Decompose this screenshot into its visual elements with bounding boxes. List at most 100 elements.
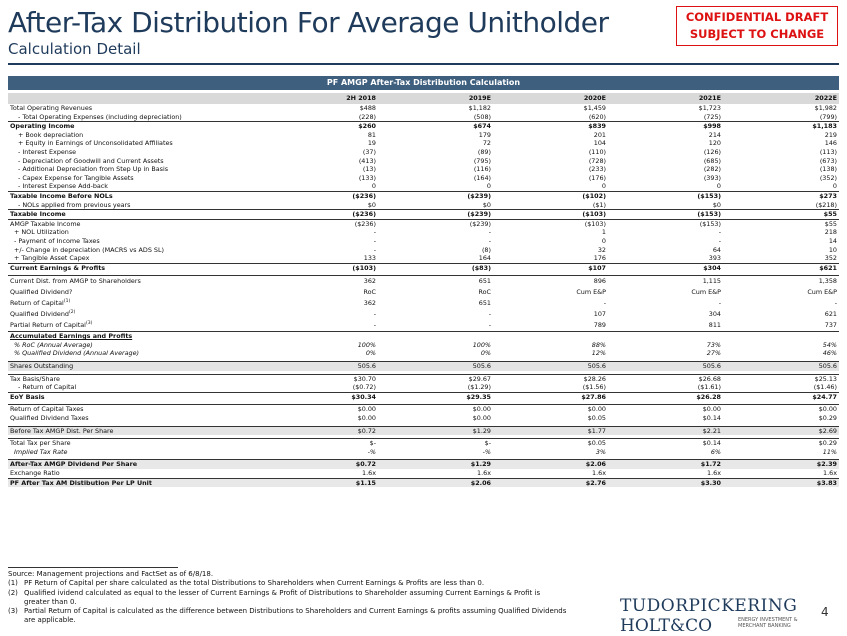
cell-value: 1,358 [723,275,839,288]
cell-value: (37) [362,147,376,156]
column-header: 2019E [378,93,493,104]
table-row: - Return of Capital ($0.72) ($1.29) ($1.56)… [8,383,839,392]
row-label: Shares Outstanding [8,361,263,371]
table-row: % RoC (Annual Average) 100% 100% 88% 73% 54% [8,341,839,350]
cell-value: - [373,236,376,245]
cell-value: 811 [708,321,721,330]
cell-value: $0.00 [263,404,378,415]
footnote-separator [8,567,178,568]
cell-value: $30.70 [263,373,378,384]
table-row: - Total Operating Expenses (including de… [8,113,839,122]
cell-value: 219 [824,130,837,139]
table-row: After-Tax AMGP Dividend Per Share $0.72 $1… [8,459,839,469]
cell-value: ($239) [378,190,493,201]
cell-value: $0 [712,200,721,209]
cell-value: 789 [593,321,606,330]
row-label: Qualified Dividend? [10,288,73,297]
cell-value: $0.72 [263,425,378,436]
cell-value: $273 [723,190,839,201]
cell-value: $24.77 [723,391,839,402]
cell-value: $0.05 [493,438,608,448]
cell-value: ($1.29) [467,383,491,392]
cell-value [378,331,493,341]
cell-value: $0.00 [378,404,493,415]
cell-value: ($102) [493,190,608,201]
table-row: AMGP Taxable Income ($236) ($239) ($103) ($1… [8,218,839,229]
table-row: Current Dist. from AMGP to Shareholders 3… [8,275,839,288]
cell-value: (113) [819,147,837,156]
company-logo: TUDORPICKERING HOLT&CO ENERGY INVESTMENT… [620,596,820,636]
cell-value: $26.68 [608,373,723,384]
row-label: + Book depreciation [18,130,84,139]
table-row: EoY Basis $30.34 $29.35 $27.86 $26.28 $24.77 [8,391,839,402]
cell-value: - [373,245,376,254]
row-label: After-Tax AMGP Dividend Per Share [8,459,263,469]
cell-value: (110) [588,147,606,156]
cell-value: $3.83 [723,477,839,488]
cell-value: 1.6x [477,469,491,477]
cell-value: 46% [822,349,837,358]
cell-value: 362 [363,299,376,308]
cell-value: ($153) [608,190,723,201]
row-label: + NOL Utilization [14,228,69,237]
table-row: Shares Outstanding 505.6 505.6 505.6 505.6 50… [8,361,839,371]
table-row: + Equity in Earnings of Unconsolidated A… [8,139,839,148]
table-row: PF After Tax AM Distibution Per LP Unit $… [8,477,839,488]
cell-value: 19 [367,139,376,148]
row-label: Current Dist. from AMGP to Shareholders [8,275,263,288]
table-row: Current Earnings & Profits ($103) ($83) $10… [8,262,839,273]
cell-value: (233) [588,165,606,174]
table-row: Qualified Dividend? RoC RoC Cum E&P Cum E&P C… [8,287,839,298]
column-header: 2H 2018 [263,93,378,104]
cell-value: (673) [819,156,837,165]
table-row: Return of Capital Taxes $0.00 $0.00 $0.00 $0… [8,404,839,415]
row-label: - Total Operating Expenses (including de… [18,112,182,121]
cell-value: - [488,236,491,245]
row-label: Return of Capital Taxes [8,404,263,415]
cell-value: ($103) [263,262,378,273]
table-row: % Qualified Dividend (Annual Average) 0% 0… [8,349,839,358]
row-label: - Return of Capital [18,383,77,392]
cell-value: ($153) [608,209,723,220]
table-row: Qualified Dividend Taxes $0.00 $0.00 $0.05 $… [8,414,839,423]
cell-value: ($239) [378,218,493,229]
cell-value: Cum E&P [576,288,606,297]
cell-value: $839 [493,121,608,131]
row-label: Qualified Dividend(2) [10,310,76,319]
table-row: - NOLs applied from previous years $0 $0 ($… [8,201,839,210]
cell-value [493,331,608,341]
logo-line-2: HOLT&CO [620,616,713,636]
cell-value: $0.29 [723,438,839,448]
row-label: Taxable Income [8,209,263,220]
row-label: - Depreciation of Goodwill and Current A… [18,156,164,165]
cell-value [608,331,723,341]
table-row: + Book depreciation 81 179 201 214 219 [8,131,839,140]
cell-value: $107 [493,262,608,273]
table-row: Taxable Income ($236) ($239) ($103) ($153) $5… [8,209,839,220]
cell-value: $0.00 [493,404,608,415]
cell-value: ($218) [815,200,837,209]
cell-value: 201 [593,130,606,139]
cell-value: ($1.46) [813,383,837,392]
cell-value: $2.39 [723,459,839,469]
cell-value: - [488,310,491,319]
row-label: Partial Return of Capital(3) [10,321,93,330]
cell-value: $30.34 [263,391,378,402]
cell-value: 505.6 [608,361,723,371]
cell-value: $0.14 [608,438,723,448]
cell-value: ($153) [608,218,723,229]
cell-value: (393) [703,173,721,182]
footnote-1: (1) PF Return of Capital per share calcul… [8,579,485,588]
cell-value: 1.6x [707,469,721,477]
confidential-badge: CONFIDENTIAL DRAFT SUBJECT TO CHANGE [676,6,838,46]
cell-value: $2.06 [493,459,608,469]
cell-value: $1,982 [814,104,837,112]
table-row: Operating Income $260 $674 $839 $998 $1,183 [8,121,839,131]
row-label: Accumulated Earnings and Profits [8,331,263,341]
cell-value: $55 [723,218,839,229]
row-label: Current Earnings & Profits [8,262,263,273]
cell-value: (685) [703,156,721,165]
table-row: - Additional Depreciation from Step Up i… [8,165,839,174]
cell-value: 651 [478,299,491,308]
table-row: - Depreciation of Goodwill and Current A… [8,157,839,166]
